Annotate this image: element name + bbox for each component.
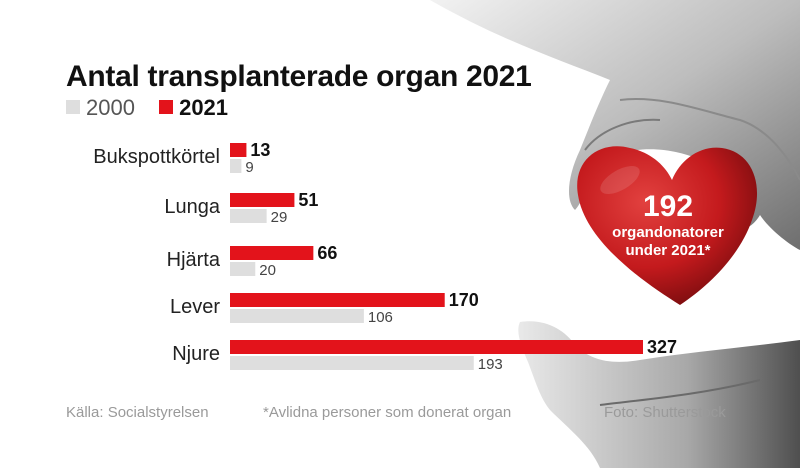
legend-item-2000: 2000 [66,95,135,121]
category-label: Hjärta [167,249,221,271]
callout-line2: under 2021* [625,242,710,259]
legend-label-2021: 2021 [179,95,229,120]
bar-2021 [230,246,314,260]
bar-2000 [230,209,267,223]
bar-2021 [230,293,445,307]
value-label-2021: 170 [449,290,479,310]
value-label-2000: 29 [271,209,288,226]
bar-2021 [230,340,643,354]
footnote-text: *Avlidna personer som donerat organ [263,404,512,421]
bar-2021 [230,143,247,157]
category-label: Lever [170,296,220,318]
bar-2000 [230,262,256,276]
bar-2000 [230,159,242,173]
heart-shape [577,146,758,305]
callout-number: 192 [643,190,693,223]
value-label-2000: 9 [245,159,253,176]
photo-credit: Foto: Shutterstock [604,404,726,421]
bar-2000 [230,356,474,370]
category-label: Bukspottkörtel [93,146,220,168]
legend: 2000 2021 [66,95,246,121]
bar-2000 [230,309,364,323]
lower-hand [518,321,800,468]
legend-label-2000: 2000 [86,95,135,120]
source-text: Källa: Socialstyrelsen [66,404,209,421]
chart-title: Antal transplanterade organ 2021 [66,60,532,93]
value-label-2021: 66 [317,243,337,263]
legend-swatch-2021 [159,100,174,115]
value-label-2000: 20 [259,262,276,279]
value-label-2021: 51 [298,190,318,210]
category-label: Lunga [164,196,220,218]
callout-line1: organdonatorer [612,224,724,241]
value-label-2000: 193 [478,356,503,373]
category-label: Njure [172,343,220,365]
legend-item-2021: 2021 [159,95,228,121]
legend-swatch-2000 [66,100,80,115]
value-label-2000: 106 [368,309,393,326]
value-label-2021: 13 [250,140,270,160]
bar-2021 [230,193,295,207]
value-label-2021: 327 [647,337,677,357]
